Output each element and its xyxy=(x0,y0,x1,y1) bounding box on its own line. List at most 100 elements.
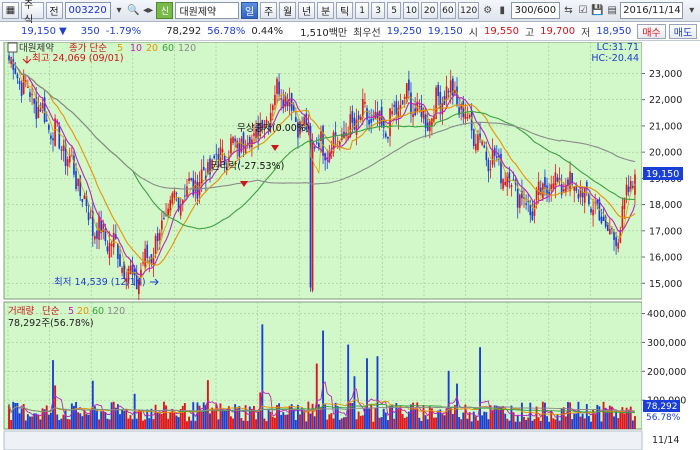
dropdown-arrow-icon[interactable]: ▾ xyxy=(116,5,122,16)
volume-bar xyxy=(35,413,38,429)
legend-ma-60: 60 xyxy=(162,43,174,54)
volume-bar xyxy=(564,416,567,429)
save-icon[interactable]: 💾 xyxy=(591,5,604,16)
best-quote-label: 최우선 xyxy=(353,28,381,39)
buy-button[interactable]: 매수 xyxy=(637,24,666,39)
volume-bar xyxy=(66,418,69,429)
price-panel[interactable] xyxy=(3,42,643,300)
volume-bar xyxy=(443,415,446,429)
volume-bar xyxy=(127,418,130,429)
grid-menu-icon[interactable]: ▦ xyxy=(2,2,19,19)
checkbox-icon[interactable]: ☑ xyxy=(578,5,588,16)
settings-icon[interactable]: ⚙ xyxy=(483,5,493,16)
candle-body xyxy=(523,196,525,199)
volume-bar xyxy=(43,409,46,429)
volume-bar xyxy=(278,403,281,429)
candle-body xyxy=(397,107,400,118)
double-arrow-icon[interactable]: ⇆ xyxy=(564,5,573,16)
calendar-icon[interactable]: ▤ xyxy=(607,5,617,16)
price-tick-label: 20,000 xyxy=(649,148,682,159)
period-count-60[interactable]: 60 xyxy=(439,2,456,19)
volume-bar xyxy=(198,405,201,429)
candle-body xyxy=(154,235,157,255)
volume-bar xyxy=(179,409,182,429)
volume-bar xyxy=(458,417,461,429)
candle-body xyxy=(125,278,128,283)
candle-body xyxy=(629,180,632,190)
period-count-120[interactable]: 120 xyxy=(457,2,480,19)
period-count-5[interactable]: 5 xyxy=(387,2,402,19)
period-month-button[interactable]: 월 xyxy=(279,2,297,19)
volume-bar xyxy=(213,409,216,429)
sell-button[interactable]: 매도 xyxy=(668,24,698,39)
period-year-button[interactable]: 년 xyxy=(298,2,316,19)
candle-body xyxy=(50,135,52,139)
tab-all[interactable]: 전 xyxy=(45,2,63,19)
candle-body xyxy=(544,177,546,189)
volume-bar xyxy=(47,414,50,429)
period-count-1[interactable]: 1 xyxy=(355,2,370,19)
candle-body xyxy=(368,119,370,125)
volume-bar xyxy=(497,406,500,429)
candle-body xyxy=(567,179,569,187)
volume-bar xyxy=(453,405,456,429)
period-count-10[interactable]: 10 xyxy=(403,2,420,19)
candle-body xyxy=(408,79,410,91)
volume-bar xyxy=(10,419,13,429)
period-tick-button[interactable]: 틱 xyxy=(336,2,354,19)
period-count-3[interactable]: 3 xyxy=(371,2,386,19)
volume-bar xyxy=(516,415,519,429)
volume-bar xyxy=(31,416,34,429)
high-note: 최고 24,069 (09/01) xyxy=(32,53,124,64)
volume-bar xyxy=(384,412,387,429)
tab-stock[interactable]: 주식 xyxy=(21,0,44,26)
period-count-20[interactable]: 20 xyxy=(421,2,438,19)
volume-value: 78,292 xyxy=(166,26,202,37)
legend-toggle-icon[interactable] xyxy=(7,42,18,53)
candle-body xyxy=(470,110,473,131)
prev-next-icon[interactable]: ◂▸ xyxy=(143,5,154,16)
turnover-ratio: 0.44% xyxy=(251,26,284,37)
candle-body xyxy=(14,68,17,74)
volume-bar xyxy=(585,404,588,429)
candle-body xyxy=(495,156,498,158)
bar-chart-icon[interactable]: ▮ xyxy=(499,5,506,16)
volume-bar xyxy=(518,421,521,429)
candle-body xyxy=(236,140,239,148)
volume-bar xyxy=(437,410,440,429)
volume-bar xyxy=(558,420,561,429)
candle-body xyxy=(592,209,594,216)
data-count-input[interactable]: 300/600 xyxy=(510,2,561,19)
volume-bar xyxy=(257,410,260,429)
volume-bar xyxy=(613,416,615,429)
stock-code-input[interactable]: 003220 xyxy=(64,2,111,19)
candle-body xyxy=(282,99,285,109)
candle-body xyxy=(75,171,77,190)
hc-label: HC:-20.44 xyxy=(591,53,639,64)
volume-bar xyxy=(267,409,270,429)
volume-bar xyxy=(445,408,448,429)
period-minute-button[interactable]: 분 xyxy=(317,2,335,19)
candle-body xyxy=(121,268,123,273)
volume-bar xyxy=(579,416,582,429)
candle-body xyxy=(537,181,540,196)
ma-line-5 xyxy=(8,58,636,279)
volume-bars xyxy=(8,324,636,429)
date-scroll-strip[interactable] xyxy=(3,430,643,450)
candle-body xyxy=(248,137,251,148)
candle-body xyxy=(560,184,563,195)
candle-body xyxy=(322,125,324,156)
volume-bar xyxy=(294,419,297,429)
period-day-button[interactable]: 일 xyxy=(241,2,259,19)
period-week-button[interactable]: 주 xyxy=(260,2,278,19)
volume-bar xyxy=(426,419,429,429)
candle-body xyxy=(590,208,592,213)
volume-bar xyxy=(280,414,283,429)
candle-body xyxy=(516,188,519,208)
stock-chart[interactable]: 15,00016,00017,00018,00019,00020,00021,0… xyxy=(0,42,700,450)
volume-bar xyxy=(121,409,124,429)
date-input[interactable]: 2016/11/14 xyxy=(620,2,684,19)
search-icon[interactable]: 🔍 xyxy=(127,5,140,16)
date-dropdown-icon[interactable]: ▾ xyxy=(689,5,695,16)
candle-body xyxy=(246,142,249,144)
